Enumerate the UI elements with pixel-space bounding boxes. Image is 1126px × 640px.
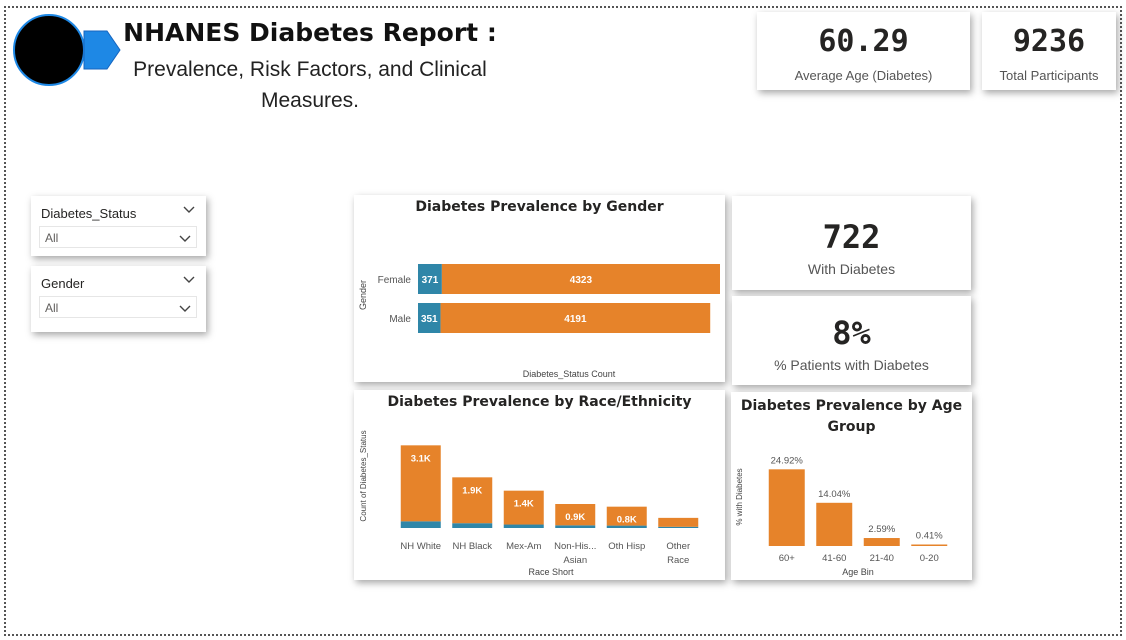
slicer-title: Gender <box>41 276 85 291</box>
race-chart: 3.1K NH White 1.9K NH Black 1.4K Mex-Am 0.9K No… <box>359 430 699 577</box>
age-chart: 24.92% 60+ 14.04% 41-60 2.59% 21-40 0.41% 0-20%… <box>735 455 948 577</box>
bar-segment <box>606 506 647 526</box>
bar <box>863 538 900 546</box>
gender-chart: 371 4323 Female 351 4191 Male Gender Diabetes_S… <box>358 264 720 379</box>
bar-segment <box>441 264 720 294</box>
bar-segment <box>606 525 647 528</box>
chevron-down-icon[interactable] <box>178 231 192 245</box>
category-label: Mex-Am <box>506 541 541 552</box>
kpi-label: Average Age (Diabetes) <box>794 68 933 83</box>
category-label: Race <box>667 555 689 566</box>
category-label: NH White <box>400 541 441 552</box>
x-axis-label: Race Short <box>528 567 574 577</box>
data-label: 4191 <box>564 314 587 325</box>
kpi-value: 60.29 <box>818 24 909 59</box>
category-label: Oth Hisp <box>608 541 645 552</box>
page-subtitle: Prevalence, Risk Factors, and Clinical M… <box>110 54 510 116</box>
bar-segment <box>440 303 711 333</box>
bar-segment <box>555 504 596 526</box>
kpi-value: 9236 <box>1012 24 1086 59</box>
chart-title: Diabetes Prevalence by Gender <box>415 199 664 215</box>
data-label: 351 <box>421 314 438 325</box>
chart-title-line-2: Group <box>827 419 876 435</box>
bar-segment <box>452 523 493 528</box>
y-axis-label: Count of Diabetes_Status <box>359 430 368 521</box>
category-label: Asian <box>563 555 587 566</box>
category-label: 60+ <box>779 553 796 564</box>
bar-segment <box>503 524 544 528</box>
data-label: 1.9K <box>462 485 482 496</box>
kpi-card-with-diabetes: 722 With Diabetes <box>732 196 971 290</box>
y-axis-label: Gender <box>358 280 368 310</box>
data-label: 3.1K <box>411 453 431 464</box>
bar <box>768 469 805 546</box>
data-label: 14.04% <box>818 489 851 500</box>
category-label: Female <box>378 275 412 286</box>
bar-segment <box>658 517 699 527</box>
x-axis-label: Diabetes_Status Count <box>523 369 616 379</box>
chevron-down-icon[interactable] <box>182 202 196 216</box>
chart-title: Diabetes Prevalence by Age Group <box>731 396 972 438</box>
bar-segment <box>418 264 442 294</box>
category-label: Male <box>389 314 411 325</box>
slicer-title: Diabetes_Status <box>41 206 137 221</box>
category-label: 21-40 <box>870 553 894 564</box>
category-label: 41-60 <box>822 553 846 564</box>
category-label: NH Black <box>452 541 492 552</box>
slicer-value: All <box>45 301 59 315</box>
bar <box>911 544 948 546</box>
bar <box>816 502 853 546</box>
chart-title: Diabetes Prevalence by Race/Ethnicity <box>387 394 692 410</box>
data-label: 24.92% <box>771 455 804 466</box>
bar-segment <box>400 445 441 522</box>
arrow-icon[interactable] <box>82 28 122 72</box>
data-label: 2.59% <box>868 524 895 535</box>
slicer-dropdown[interactable]: All <box>39 226 197 248</box>
chart-card-race: Diabetes Prevalence by Race/Ethnicity 3.… <box>354 390 725 580</box>
bar-segment <box>452 477 493 524</box>
chart-title-line-1: Diabetes Prevalence by Age <box>740 398 963 414</box>
kpi-label: Total Participants <box>999 68 1099 83</box>
category-label: Non-His... <box>554 541 596 552</box>
data-label: 0.41% <box>916 531 943 542</box>
chevron-down-icon[interactable] <box>182 272 196 286</box>
slicer-gender[interactable]: Gender All <box>31 266 206 332</box>
slicer-diabetes-status[interactable]: Diabetes_Status All <box>31 196 206 256</box>
kpi-value: 722 <box>822 218 881 256</box>
slicer-value: All <box>45 231 59 245</box>
kpi-card-total-participants: 9236 Total Participants <box>982 12 1116 90</box>
chart-card-age: Diabetes Prevalence by Age Group 24.92% 6… <box>731 392 972 580</box>
subtitle-line-2: Measures. <box>260 89 360 112</box>
kpi-label: With Diabetes <box>807 261 896 277</box>
bar-segment <box>555 525 596 528</box>
kpi-card-pct-diabetes: 8% % Patients with Diabetes <box>732 296 971 385</box>
category-label: Other <box>666 541 690 552</box>
data-label: 4323 <box>570 275 593 286</box>
kpi-label: % Patients with Diabetes <box>774 357 929 373</box>
page-title: NHANES Diabetes Report : <box>123 18 497 47</box>
data-label: 371 <box>422 275 439 286</box>
chevron-down-icon[interactable] <box>178 301 192 315</box>
report-frame <box>4 6 1122 636</box>
kpi-card-average-age: 60.29 Average Age (Diabetes) <box>757 12 970 90</box>
x-axis-label: Age Bin <box>842 567 874 577</box>
category-label: 0-20 <box>920 553 939 564</box>
logo-icon <box>13 14 85 86</box>
data-label: 0.9K <box>565 512 585 523</box>
bar-segment <box>658 526 699 528</box>
slicer-dropdown[interactable]: All <box>39 296 197 318</box>
subtitle-line-1: Prevalence, Risk Factors, and Clinical <box>133 58 487 81</box>
data-label: 1.4K <box>514 499 534 510</box>
y-axis-label: % with Diabetes <box>735 468 744 525</box>
kpi-value: 8% <box>832 314 871 352</box>
bar-segment <box>400 521 441 528</box>
bar-segment <box>418 303 441 333</box>
data-label: 0.8K <box>617 515 637 526</box>
chart-card-gender: Diabetes Prevalence by Gender 371 4323 Fem… <box>354 195 725 382</box>
bar-segment <box>503 490 544 525</box>
